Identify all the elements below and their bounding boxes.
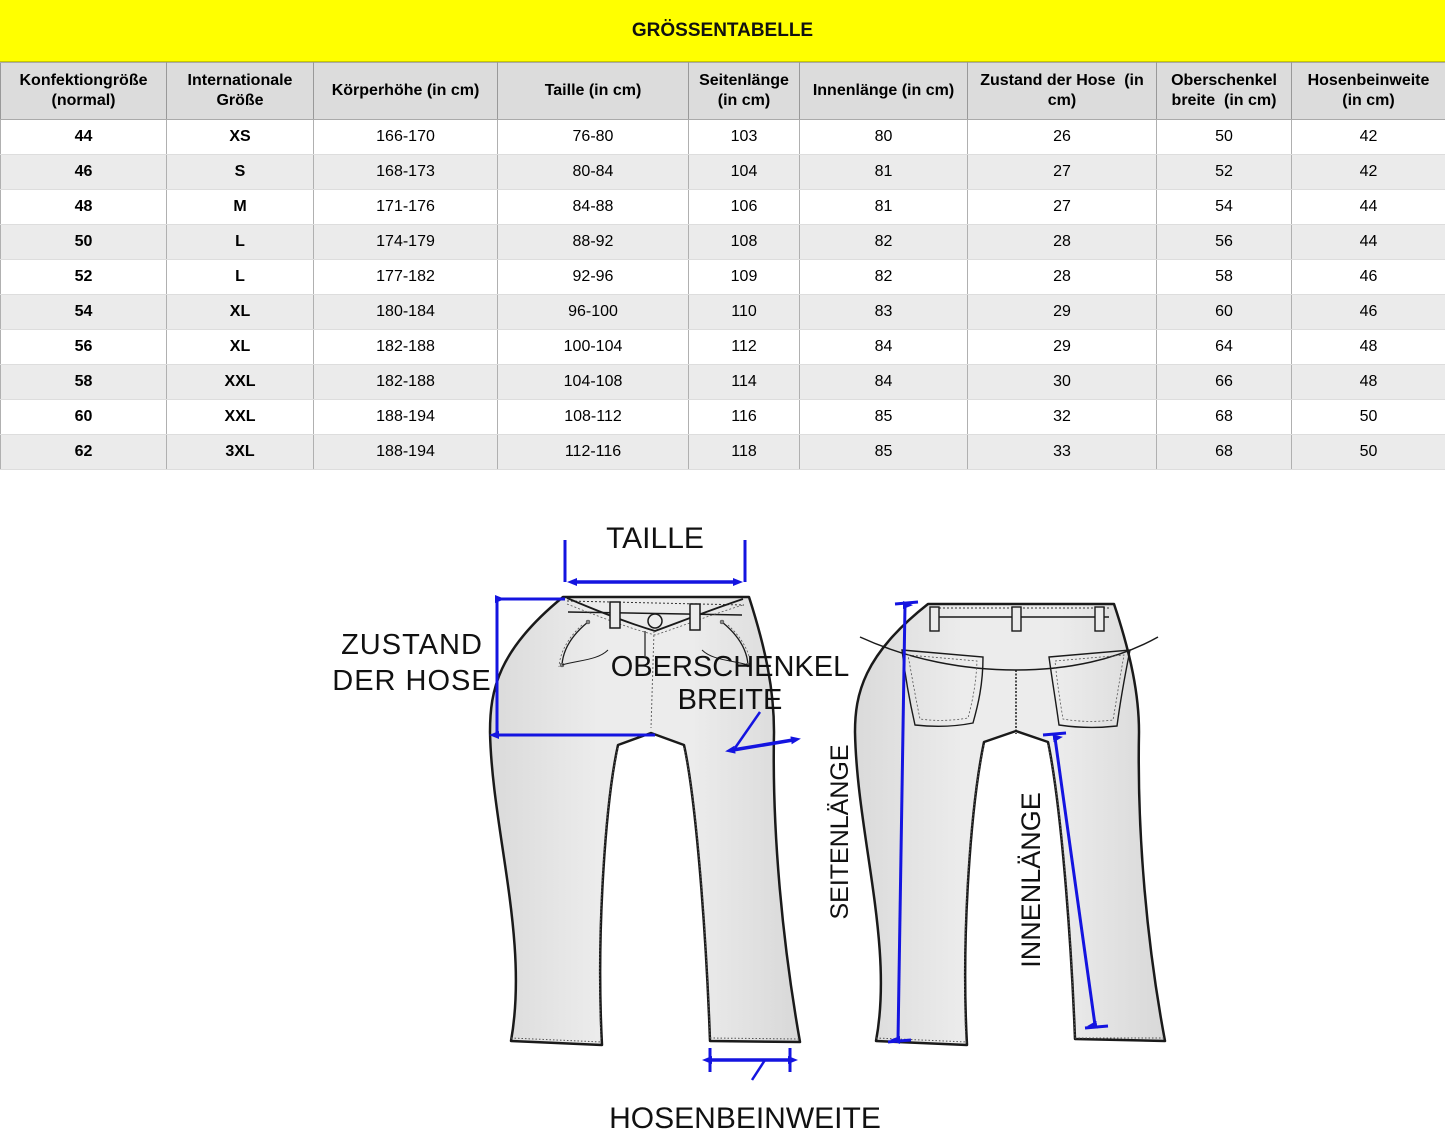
svg-text:DER HOSE: DER HOSE — [332, 665, 491, 697]
svg-text:BREITE: BREITE — [678, 684, 783, 716]
svg-text:TAILLE: TAILLE — [606, 522, 704, 555]
svg-text:INNENLÄNGE: INNENLÄNGE — [1016, 792, 1046, 968]
svg-text:SEITENLÄNGE: SEITENLÄNGE — [826, 744, 854, 919]
svg-text:HOSENBEINWEITE: HOSENBEINWEITE — [609, 1102, 881, 1135]
svg-text:OBERSCHENKEL: OBERSCHENKEL — [611, 651, 850, 683]
svg-text:ZUSTAND: ZUSTAND — [341, 629, 483, 661]
